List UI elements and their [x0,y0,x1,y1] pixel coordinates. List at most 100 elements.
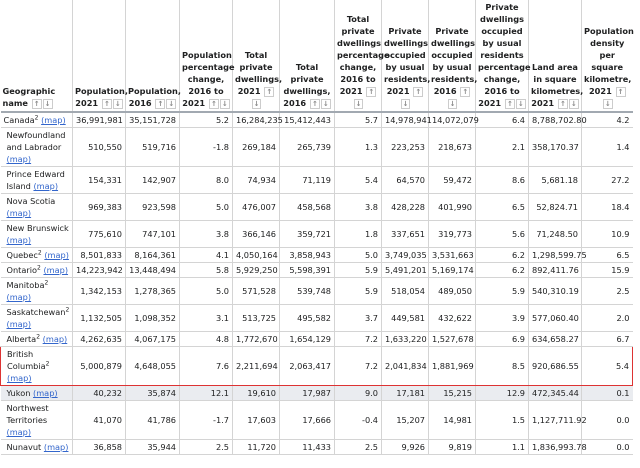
value-cell: 6.4 [475,112,529,128]
sort-descending-icon[interactable]: ↓ [568,99,579,109]
geographic-name-cell: British Columbia2 (map) [0,346,73,386]
value-cell: 36,991,981 [72,112,126,128]
value-cell: 4.1 [179,247,233,263]
map-link[interactable]: (map) [7,373,32,383]
sort-ascending-icon[interactable]: ↑ [366,87,377,97]
map-link[interactable]: (map) [6,319,32,329]
value-cell: 6.2 [475,262,529,278]
geographic-name-cell: Nunavut (map) [0,439,73,455]
map-link[interactable]: (map) [43,265,69,275]
geographic-name-cell: New Brunswick (map) [0,220,73,248]
value-cell: 35,874 [125,385,180,401]
table-row: Nunavut (map) 36,858 35,944 2.5 11,720 11,433… [0,439,633,455]
sort-ascending-icon[interactable]: ↑ [155,99,166,109]
table-row: New Brunswick (map) 775,610 747,101 3.8 366,… [0,220,633,248]
value-cell: 3.7 [334,304,382,332]
sort-descending-icon[interactable]: ↓ [251,99,262,109]
value-cell: 634,658.27 [528,331,582,347]
value-cell: 2.0 [581,304,633,332]
region-name: Quebec [6,250,38,260]
sort-ascending-icon[interactable]: ↑ [208,99,219,109]
sort-ascending-icon[interactable]: ↑ [460,87,471,97]
region-name: Canada [3,115,35,125]
value-cell: 6.9 [475,331,529,347]
value-cell: 8.6 [475,166,529,194]
footnote-link[interactable]: 2 [65,306,70,314]
map-link[interactable]: (map) [43,442,69,452]
map-link[interactable]: (map) [6,154,32,164]
value-cell: 1,527,678 [428,331,476,347]
sort-ascending-icon[interactable]: ↑ [413,87,424,97]
sort-descending-icon[interactable]: ↓ [166,99,177,109]
sort-ascending-icon[interactable]: ↑ [309,99,320,109]
value-cell: 13,448,494 [125,262,180,278]
table-row: Northwest Territories (map) 41,070 41,786-… [0,400,633,440]
value-cell: 8,788,702.80 [528,112,587,128]
value-cell: 5.0 [334,247,382,263]
value-cell: 510,550 [72,127,126,167]
map-link[interactable]: (map) [33,388,58,398]
map-link[interactable]: (map) [44,250,69,260]
value-cell: 59,472 [428,166,476,194]
footnote-link[interactable]: 2 [34,114,39,122]
footnote-link[interactable]: 2 [37,249,42,257]
map-link[interactable]: (map) [6,235,32,245]
value-cell: 9.0 [334,385,382,401]
column-header-label: Total private dwellings, 2016 [283,62,331,108]
value-cell: 0.0 [581,439,633,455]
value-cell: 12.9 [475,385,529,401]
value-cell: 64,570 [381,166,429,194]
column-header-label: Population percentage change, 2016 to 20… [182,50,235,108]
value-cell: 4,648,055 [125,346,180,386]
value-cell: 1,342,153 [72,277,126,305]
footnote-link[interactable]: 2 [36,333,41,341]
sort-ascending-icon[interactable]: ↑ [264,87,275,97]
value-cell: 518,054 [381,277,429,305]
value-cell: 472,345.44 [528,385,582,401]
sort-ascending-icon[interactable]: ↑ [557,99,568,109]
sort-descending-icon[interactable]: ↓ [353,99,364,109]
sort-descending-icon[interactable]: ↓ [602,99,613,109]
map-link[interactable]: (map) [6,292,32,302]
value-cell: 2.5 [179,439,233,455]
sort-descending-icon[interactable]: ↓ [320,99,331,109]
geographic-name-cell: Newfoundland and Labrador (map) [0,127,73,167]
census-table: Geographic name ↑ ↓ Population, 2021 ↑ ↓ Pop… [0,0,634,455]
sort-ascending-icon[interactable]: ↑ [504,99,515,109]
sort-descending-icon[interactable]: ↓ [112,99,123,109]
sort-descending-icon[interactable]: ↓ [515,99,526,109]
value-cell: 6.7 [581,331,633,347]
map-link[interactable]: (map) [6,208,32,218]
map-link[interactable]: (map) [6,427,32,437]
map-link[interactable]: (map) [41,115,66,125]
region-name: Ontario [6,265,38,275]
footnote-link[interactable]: 2 [37,264,41,272]
value-cell: 432,622 [428,304,476,332]
map-link[interactable]: (map) [42,334,68,344]
sort-ascending-icon[interactable]: ↑ [101,99,112,109]
value-cell: 71,248.50 [528,220,582,248]
map-link[interactable]: (map) [33,181,59,191]
sort-descending-icon[interactable]: ↓ [447,99,458,109]
footnote-link[interactable]: 2 [45,360,50,368]
sort-ascending-icon[interactable]: ↑ [615,87,626,97]
footnote-link[interactable]: 2 [44,279,49,287]
value-cell: 71,119 [279,166,335,194]
sort-descending-icon[interactable]: ↓ [400,99,411,109]
sort-descending-icon[interactable]: ↓ [219,99,230,109]
sort-ascending-icon[interactable]: ↑ [31,99,42,109]
column-header: Private dwellings occupied by usual resi… [475,0,531,113]
region-name: Yukon [6,388,31,398]
value-cell: 337,651 [381,220,429,248]
region-name: Northwest Territories [6,403,49,425]
value-cell: 401,990 [428,193,476,221]
value-cell: 1,132,505 [72,304,126,332]
value-cell: 36,858 [72,439,126,455]
value-cell: 2.1 [475,127,529,167]
value-cell: 3,531,663 [428,247,476,263]
table-row: Canada2 (map) 36,991,981 35,151,728 5.2 16,2… [0,112,633,128]
value-cell: 17,987 [279,385,335,401]
column-header: Population, 2021 ↑ ↓ [72,0,128,113]
sort-descending-icon[interactable]: ↓ [42,99,53,109]
table-row: Saskatchewan2 (map) 1,132,505 1,098,352 3.1… [0,304,633,332]
